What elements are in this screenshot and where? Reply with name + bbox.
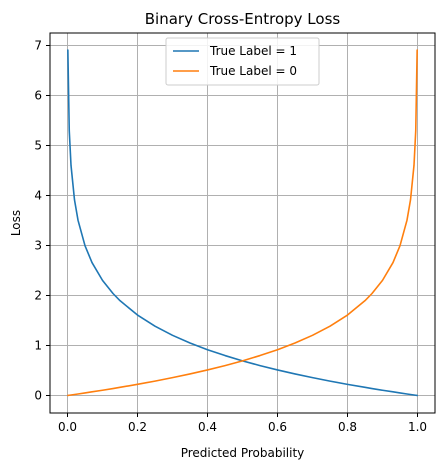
plot-area-frame xyxy=(49,32,436,414)
y-tick-label: 7 xyxy=(34,39,42,53)
y-tick-label: 0 xyxy=(34,389,42,403)
x-axis-ticks: 0.0 0.2 0.4 0.6 0.8 1.0 xyxy=(58,413,427,434)
legend-entry-true-label-1: True Label = 1 xyxy=(209,44,297,58)
y-axis-ticks: 0 1 2 3 4 5 6 7 xyxy=(34,39,50,403)
x-tick-label: 0.0 xyxy=(58,420,77,434)
grid-lines xyxy=(50,33,435,413)
legend-entry-true-label-0: True Label = 0 xyxy=(209,64,297,78)
series-line-true-label-0 xyxy=(67,49,418,397)
chart-title: Binary Cross-Entropy Loss xyxy=(145,10,341,28)
legend-box xyxy=(165,37,320,86)
y-tick-label: 1 xyxy=(34,339,42,353)
y-tick-label: 2 xyxy=(34,289,42,303)
x-tick-label: 0.4 xyxy=(198,420,217,434)
x-tick-label: 1.0 xyxy=(408,420,427,434)
x-tick-label: 0.8 xyxy=(338,420,357,434)
y-tick-label: 6 xyxy=(34,89,42,103)
x-tick-label: 0.2 xyxy=(128,420,147,434)
y-tick-label: 5 xyxy=(34,139,42,153)
series-line-true-label-1 xyxy=(67,49,418,397)
y-tick-label: 4 xyxy=(34,189,42,203)
y-tick-label: 3 xyxy=(34,239,42,253)
x-tick-label: 0.6 xyxy=(268,420,287,434)
series-lines xyxy=(67,49,418,397)
x-axis-label: Predicted Probability xyxy=(181,446,305,460)
y-axis-label: Loss xyxy=(9,210,23,236)
legend: True Label = 1 True Label = 0 xyxy=(165,37,320,86)
